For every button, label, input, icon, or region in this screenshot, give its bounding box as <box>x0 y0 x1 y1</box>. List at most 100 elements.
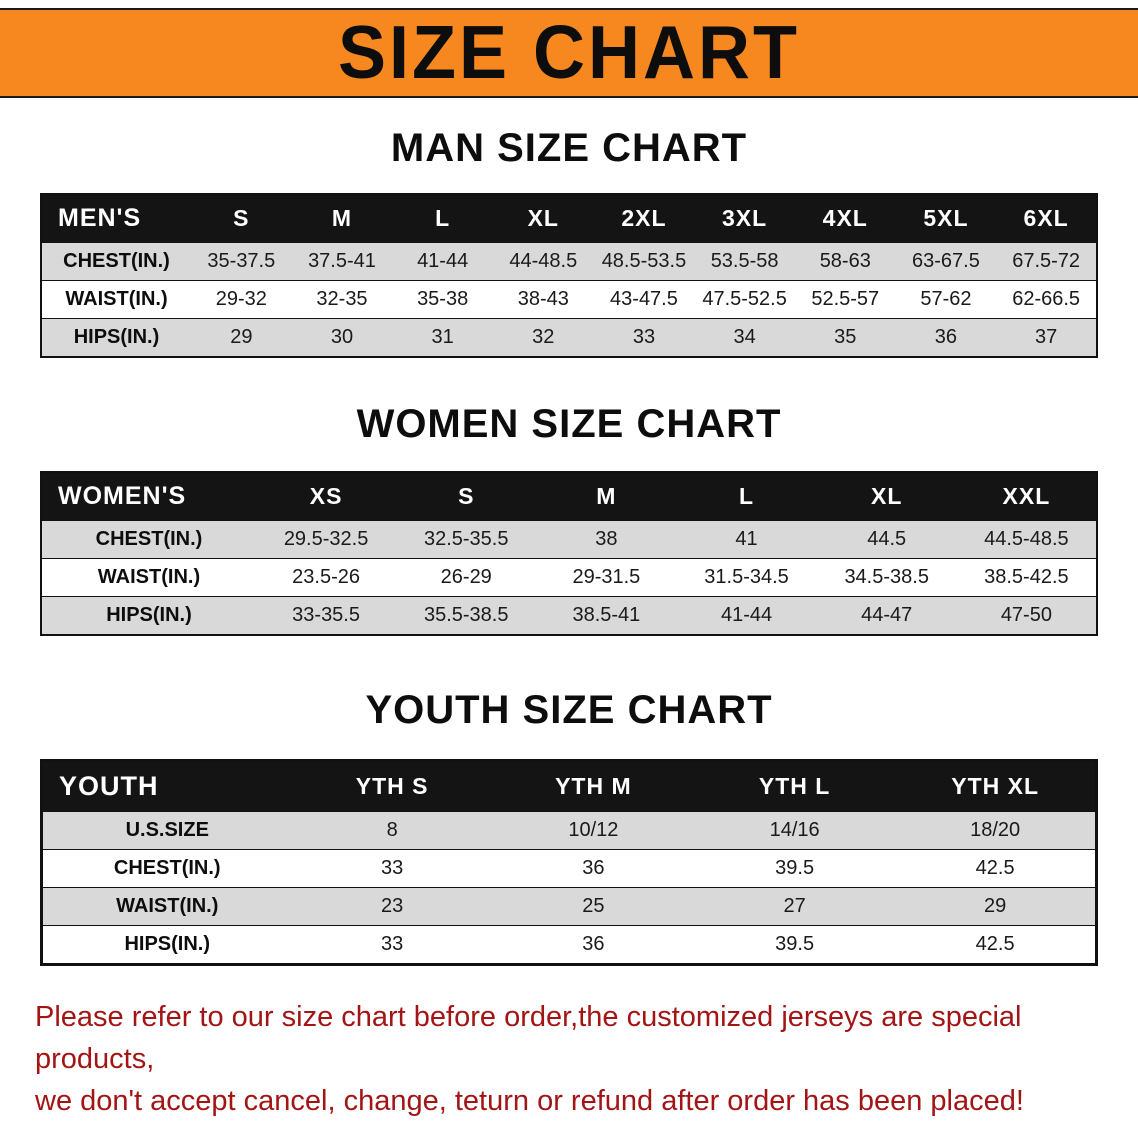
size-cell: 33 <box>381 933 404 955</box>
men-size-header: XL <box>492 194 594 243</box>
size-cell: 36 <box>934 326 958 348</box>
row-label: CHEST(IN.) <box>63 250 170 272</box>
youth-table-corner-label: YOUTH <box>41 760 292 812</box>
size-cell: 35 <box>834 326 857 348</box>
size-cell: 32 <box>532 326 555 348</box>
row-label: WAIST(IN.) <box>65 288 168 310</box>
size-cell: 35.5-38.5 <box>423 604 509 626</box>
size-cell: 38.5-42.5 <box>984 566 1069 588</box>
men-size-header: 5XL <box>895 194 997 243</box>
size-cell: 39.5 <box>775 857 815 879</box>
youth-size-table: YOUTH YTH S YTH M YTH L YTH XL U.S.SIZE … <box>40 759 1098 966</box>
size-cell: 31.5-34.5 <box>704 566 789 588</box>
size-cell: 27 <box>783 895 806 917</box>
size-cell: 67.5-72 <box>1012 250 1081 272</box>
size-cell: 43-47.5 <box>610 288 678 310</box>
size-cell: 42.5 <box>975 933 1015 955</box>
row-label: HIPS(IN.) <box>73 326 160 348</box>
size-cell: 38 <box>595 528 618 550</box>
disclaimer-line-1: Please refer to our size chart before or… <box>35 1001 1022 1076</box>
size-cell: 42.5 <box>975 857 1015 879</box>
size-cell: 29 <box>230 326 253 348</box>
size-cell: 23.5-26 <box>292 566 360 588</box>
youth-size-header: YTH S <box>291 760 493 812</box>
men-table-corner-label: MEN'S <box>41 194 191 243</box>
size-cell: 41-44 <box>417 250 469 272</box>
men-section-heading: MAN SIZE CHART <box>390 126 748 170</box>
size-cell: 52.5-57 <box>811 288 880 310</box>
row-label: HIPS(IN.) <box>106 604 192 626</box>
women-waist-row: WAIST(IN.) 23.5-26 26-29 29-31.5 31.5-34… <box>41 558 1097 597</box>
size-cell: 41 <box>735 528 758 550</box>
size-cell: 23 <box>381 895 404 917</box>
row-label: WAIST(IN.) <box>116 895 219 917</box>
size-chart-banner: SIZE CHART <box>0 8 1138 98</box>
size-cell: 25 <box>582 895 605 917</box>
men-header-row: MEN'S S M L XL 2XL 3XL 4XL 5XL 6XL <box>41 194 1097 243</box>
size-cell: 33 <box>381 857 404 879</box>
size-cell: 62-66.5 <box>1012 288 1081 310</box>
size-cell: 41-44 <box>720 604 773 626</box>
size-cell: 63-67.5 <box>912 250 980 272</box>
size-cell: 35-38 <box>417 288 469 310</box>
disclaimer-line-2: we don't accept cancel, change, teturn o… <box>35 1085 1024 1118</box>
disclaimer-note: Please refer to our size chart before or… <box>35 996 1103 1122</box>
women-section-heading: WOMEN SIZE CHART <box>356 402 782 446</box>
men-chest-row: CHEST(IN.) 35-37.5 37.5-41 41-44 44-48.5… <box>41 242 1097 281</box>
size-cell: 31 <box>431 326 454 348</box>
size-cell: 36 <box>582 857 605 879</box>
size-cell: 29-32 <box>215 288 267 310</box>
size-cell: 32.5-35.5 <box>423 528 509 550</box>
size-cell: 57-62 <box>920 288 972 310</box>
women-size-header: S <box>396 472 537 521</box>
youth-size-header: YTH L <box>694 760 896 812</box>
size-cell: 38.5-41 <box>572 604 641 626</box>
women-hips-row: HIPS(IN.) 33-35.5 35.5-38.5 38.5-41 41-4… <box>41 596 1097 635</box>
women-header-row: WOMEN'S XS S M L XL XXL <box>41 472 1097 521</box>
men-size-header: M <box>291 194 393 243</box>
men-size-header: 6XL <box>996 194 1097 243</box>
men-waist-row: WAIST(IN.) 29-32 32-35 35-38 38-43 43-47… <box>41 280 1097 319</box>
size-cell: 29 <box>984 895 1007 917</box>
women-size-header: M <box>536 472 677 521</box>
size-cell: 44.5-48.5 <box>984 528 1069 550</box>
size-cell: 8 <box>386 819 398 841</box>
youth-waist-row: WAIST(IN.) 23 25 27 29 <box>41 887 1097 926</box>
size-cell: 53.5-58 <box>710 250 779 272</box>
men-size-header: S <box>191 194 292 243</box>
men-size-header: 3XL <box>694 194 795 243</box>
size-cell: 44-47 <box>861 604 913 626</box>
youth-section-heading: YOUTH SIZE CHART <box>365 688 773 732</box>
women-table-corner-label: WOMEN'S <box>41 472 256 521</box>
men-size-table: MEN'S S M L XL 2XL 3XL 4XL 5XL 6XL CHEST… <box>40 193 1098 358</box>
youth-size-header: YTH XL <box>895 760 1097 812</box>
women-chest-row: CHEST(IN.) 29.5-32.5 32.5-35.5 38 41 44.… <box>41 520 1097 559</box>
size-cell: 34 <box>733 326 756 348</box>
size-cell: 37 <box>1035 326 1058 348</box>
women-size-header: XXL <box>956 472 1097 521</box>
size-cell: 33 <box>632 326 656 348</box>
women-size-header: XL <box>816 472 957 521</box>
size-cell: 18/20 <box>970 819 1021 841</box>
size-cell: 36 <box>582 933 605 955</box>
women-size-table: WOMEN'S XS S M L XL XXL CHEST(IN.) 29.5-… <box>40 471 1098 636</box>
size-cell: 30 <box>330 326 354 348</box>
size-cell: 10/12 <box>568 819 619 841</box>
row-label: WAIST(IN.) <box>97 566 201 588</box>
size-cell: 38-43 <box>517 288 569 310</box>
women-size-header: L <box>676 472 817 521</box>
size-cell: 39.5 <box>775 933 815 955</box>
size-cell: 33-35.5 <box>292 604 360 626</box>
row-label: CHEST(IN.) <box>113 857 221 879</box>
men-size-header: 2XL <box>593 194 695 243</box>
youth-hips-row: HIPS(IN.) 33 36 39.5 42.5 <box>41 925 1097 965</box>
men-size-header: L <box>392 194 493 243</box>
youth-header-row: YOUTH YTH S YTH M YTH L YTH XL <box>41 760 1097 812</box>
size-cell: 47-50 <box>1000 604 1052 626</box>
size-cell: 29.5-32.5 <box>283 528 369 550</box>
men-hips-row: HIPS(IN.) 29 30 31 32 33 34 35 36 37 <box>41 318 1097 357</box>
size-cell: 34.5-38.5 <box>844 566 929 588</box>
women-size-header: XS <box>256 472 397 521</box>
row-label: CHEST(IN.) <box>95 528 203 550</box>
size-cell: 35-37.5 <box>207 250 276 272</box>
